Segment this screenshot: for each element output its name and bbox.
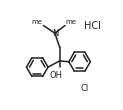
Text: N: N <box>52 29 58 38</box>
Text: HCl: HCl <box>84 21 101 31</box>
Text: Cl: Cl <box>80 84 89 93</box>
Text: OH: OH <box>49 71 62 80</box>
Text: me: me <box>32 19 43 25</box>
Text: me: me <box>66 19 77 25</box>
